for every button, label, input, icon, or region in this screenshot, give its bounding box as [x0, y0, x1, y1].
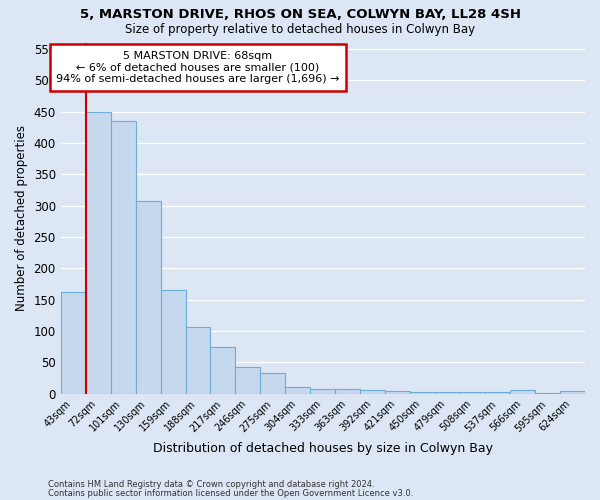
Bar: [335, 389, 360, 394]
Bar: [260, 373, 286, 394]
Text: Contains public sector information licensed under the Open Government Licence v3: Contains public sector information licen…: [48, 489, 413, 498]
Bar: [185, 326, 211, 394]
Bar: [385, 392, 410, 394]
X-axis label: Distribution of detached houses by size in Colwyn Bay: Distribution of detached houses by size …: [153, 442, 493, 455]
Bar: [460, 392, 485, 394]
Bar: [535, 392, 560, 394]
Text: Size of property relative to detached houses in Colwyn Bay: Size of property relative to detached ho…: [125, 22, 475, 36]
Bar: [485, 392, 510, 394]
Bar: [410, 392, 435, 394]
Bar: [61, 292, 86, 394]
Bar: [435, 392, 460, 394]
Y-axis label: Number of detached properties: Number of detached properties: [15, 125, 28, 311]
Text: 5, MARSTON DRIVE, RHOS ON SEA, COLWYN BAY, LL28 4SH: 5, MARSTON DRIVE, RHOS ON SEA, COLWYN BA…: [79, 8, 521, 20]
Text: 5 MARSTON DRIVE: 68sqm
← 6% of detached houses are smaller (100)
94% of semi-det: 5 MARSTON DRIVE: 68sqm ← 6% of detached …: [56, 51, 340, 84]
Text: Contains HM Land Registry data © Crown copyright and database right 2024.: Contains HM Land Registry data © Crown c…: [48, 480, 374, 489]
Bar: [310, 389, 335, 394]
Bar: [510, 390, 535, 394]
Bar: [235, 368, 260, 394]
Bar: [136, 200, 161, 394]
Bar: [286, 387, 310, 394]
Bar: [110, 121, 136, 394]
Bar: [211, 348, 235, 394]
Bar: [560, 390, 585, 394]
Bar: [161, 290, 185, 394]
Bar: [86, 112, 110, 394]
Bar: [360, 390, 385, 394]
